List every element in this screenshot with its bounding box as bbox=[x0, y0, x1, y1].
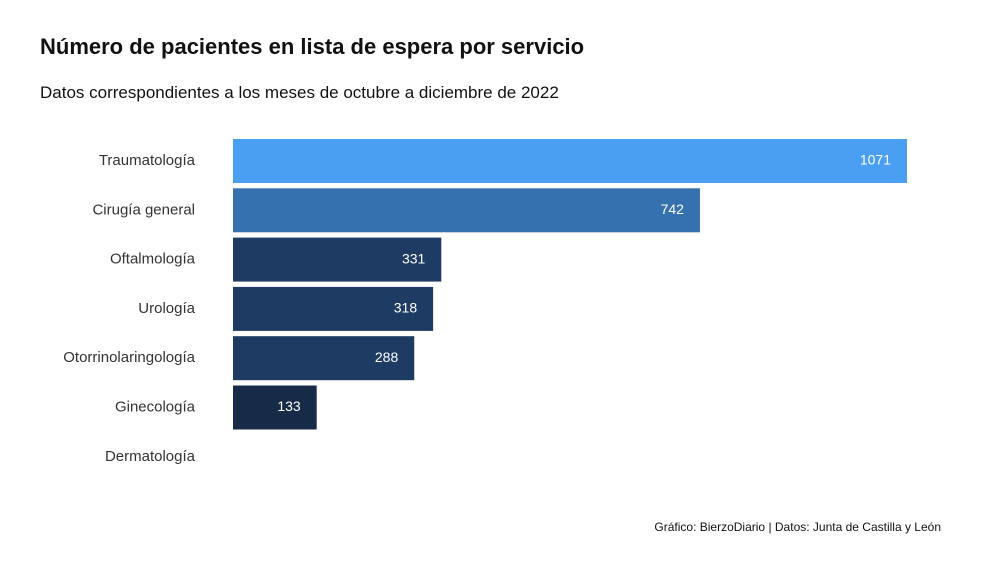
value-label: 133 bbox=[277, 398, 301, 414]
bar bbox=[233, 237, 442, 282]
value-label: 288 bbox=[375, 349, 399, 365]
category-label: Oftalmología bbox=[110, 251, 196, 268]
category-label: Cirugía general bbox=[92, 201, 195, 218]
bar-chart: Traumatología 1071 Cirugía general 742 Oftal… bbox=[63, 139, 907, 465]
value-label: 318 bbox=[394, 300, 418, 316]
bar bbox=[233, 188, 700, 233]
chart-caption: Gráfico: BierzoDiario | Datos: Junta de … bbox=[654, 520, 941, 534]
value-label: 742 bbox=[661, 201, 685, 217]
chart-subtitle: Datos correspondientes a los meses de oc… bbox=[40, 83, 559, 102]
bar bbox=[233, 336, 415, 381]
bar bbox=[233, 385, 317, 430]
category-label: Otorrinolaringología bbox=[63, 349, 195, 366]
chart-title: Número de pacientes en lista de espera p… bbox=[40, 34, 585, 59]
category-label: Urología bbox=[138, 300, 195, 317]
category-label: Dermatología bbox=[105, 448, 196, 465]
bar bbox=[233, 286, 434, 331]
category-label: Traumatología bbox=[99, 152, 196, 169]
value-label: 331 bbox=[402, 250, 426, 266]
category-label: Ginecología bbox=[115, 398, 196, 415]
value-label: 1071 bbox=[860, 152, 891, 168]
bar bbox=[233, 139, 907, 183]
